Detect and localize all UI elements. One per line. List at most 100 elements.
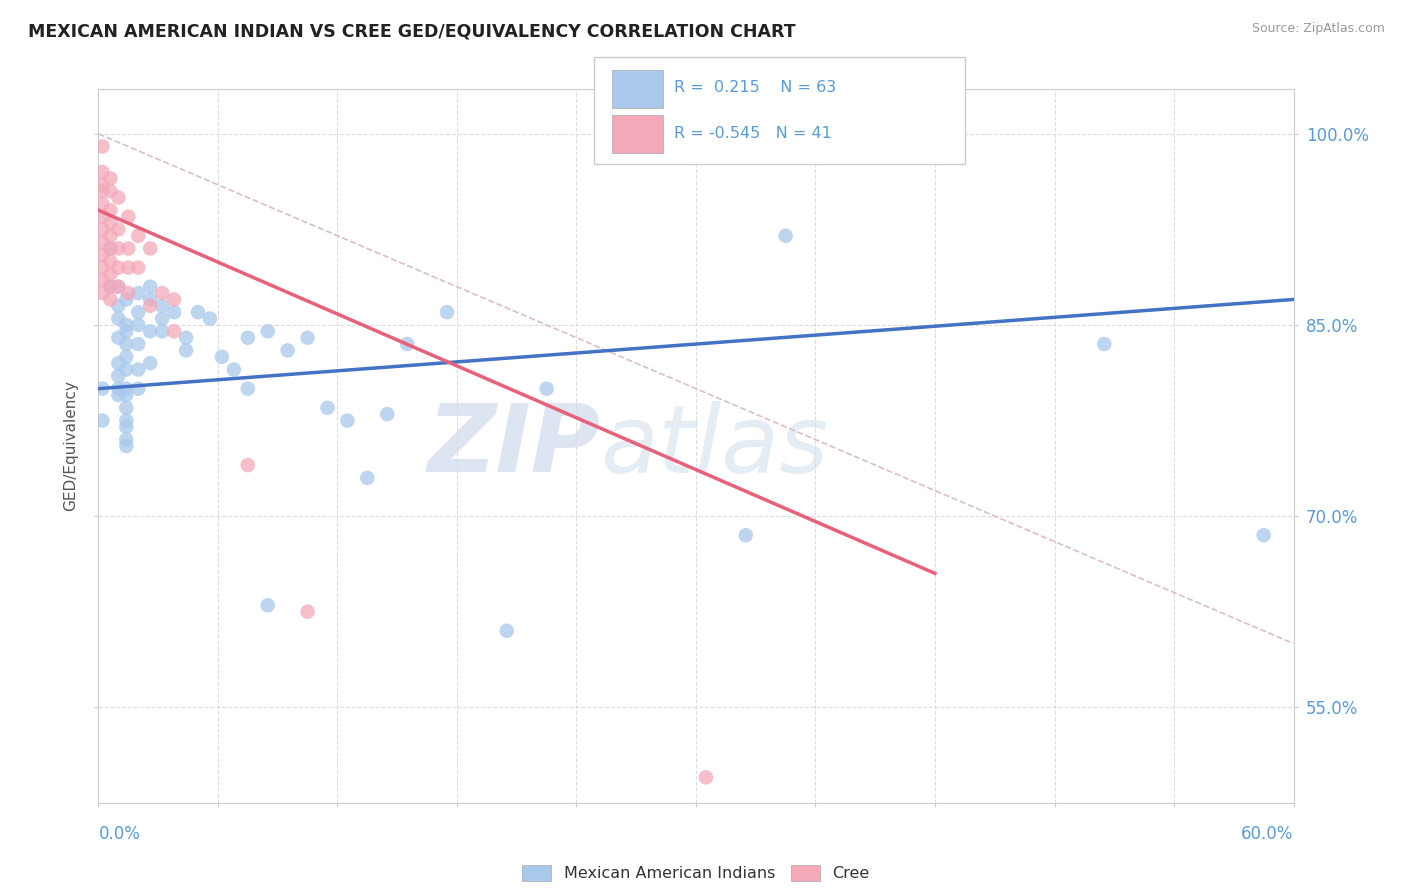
Point <box>100 267 122 281</box>
Point <box>107 368 129 383</box>
Point <box>91 165 114 179</box>
Point <box>115 337 138 351</box>
Text: MEXICAN AMERICAN INDIAN VS CREE GED/EQUIVALENCY CORRELATION CHART: MEXICAN AMERICAN INDIAN VS CREE GED/EQUI… <box>28 22 796 40</box>
Point <box>139 299 162 313</box>
Point <box>107 222 129 236</box>
Point <box>100 279 122 293</box>
Point <box>297 605 319 619</box>
Point <box>127 286 149 301</box>
Point <box>115 413 138 427</box>
Point <box>91 197 114 211</box>
Point <box>107 260 129 275</box>
FancyBboxPatch shape <box>613 70 662 109</box>
Legend: Mexican American Indians, Cree: Mexican American Indians, Cree <box>516 858 876 888</box>
Point <box>127 318 149 332</box>
Text: Source: ZipAtlas.com: Source: ZipAtlas.com <box>1251 22 1385 36</box>
Point <box>775 228 797 243</box>
Point <box>127 337 149 351</box>
Point <box>150 311 173 326</box>
Point <box>236 331 259 345</box>
Point <box>174 343 197 358</box>
Point <box>107 311 129 326</box>
Point <box>91 382 114 396</box>
Point <box>91 222 114 236</box>
Point <box>150 299 173 313</box>
Point <box>695 770 717 784</box>
Point <box>174 331 197 345</box>
Point <box>127 305 149 319</box>
Point <box>356 471 378 485</box>
Point <box>211 350 233 364</box>
Text: 0.0%: 0.0% <box>98 825 141 843</box>
Point <box>115 382 138 396</box>
Point <box>115 350 138 364</box>
Point <box>1253 528 1275 542</box>
Point <box>198 311 221 326</box>
Point <box>734 528 756 542</box>
Point <box>236 382 259 396</box>
Point <box>100 216 122 230</box>
Point <box>127 260 149 275</box>
Point <box>115 433 138 447</box>
Point <box>536 382 558 396</box>
Point <box>336 413 359 427</box>
Point <box>297 331 319 345</box>
Point <box>1092 337 1115 351</box>
Text: ZIP: ZIP <box>427 400 600 492</box>
Point <box>117 242 139 256</box>
Point <box>91 184 114 198</box>
Point <box>163 324 186 338</box>
Point <box>115 362 138 376</box>
Point <box>100 242 122 256</box>
Point <box>100 242 122 256</box>
Point <box>91 210 114 224</box>
Point <box>100 184 122 198</box>
FancyBboxPatch shape <box>613 115 662 153</box>
Point <box>316 401 339 415</box>
Text: R =  0.215    N = 63: R = 0.215 N = 63 <box>675 80 837 95</box>
Point <box>115 420 138 434</box>
Point <box>91 139 114 153</box>
Point <box>107 279 129 293</box>
Point <box>150 286 173 301</box>
Point <box>115 293 138 307</box>
Point <box>107 279 129 293</box>
Point <box>127 228 149 243</box>
Point <box>115 439 138 453</box>
FancyBboxPatch shape <box>595 57 965 164</box>
Point <box>100 228 122 243</box>
Point <box>100 203 122 218</box>
Point <box>107 331 129 345</box>
Point <box>139 356 162 370</box>
Point <box>495 624 517 638</box>
Point <box>139 279 162 293</box>
Point <box>107 242 129 256</box>
Point <box>117 260 139 275</box>
Point <box>107 382 129 396</box>
Point <box>100 293 122 307</box>
Point <box>127 382 149 396</box>
Point <box>127 362 149 376</box>
Point <box>115 401 138 415</box>
Point <box>91 413 114 427</box>
Point <box>139 242 162 256</box>
Point <box>107 190 129 204</box>
Point <box>100 171 122 186</box>
Point <box>117 210 139 224</box>
Point <box>396 337 419 351</box>
Point <box>436 305 458 319</box>
Point <box>107 356 129 370</box>
Point <box>100 254 122 268</box>
Point <box>117 286 139 301</box>
Y-axis label: GED/Equivalency: GED/Equivalency <box>63 381 79 511</box>
Point <box>187 305 209 319</box>
Text: atlas: atlas <box>600 401 828 491</box>
Text: 60.0%: 60.0% <box>1241 825 1294 843</box>
Point <box>163 305 186 319</box>
Point <box>91 273 114 287</box>
Point <box>139 293 162 307</box>
Point <box>91 286 114 301</box>
Point <box>222 362 245 376</box>
Point <box>115 324 138 338</box>
Point <box>107 299 129 313</box>
